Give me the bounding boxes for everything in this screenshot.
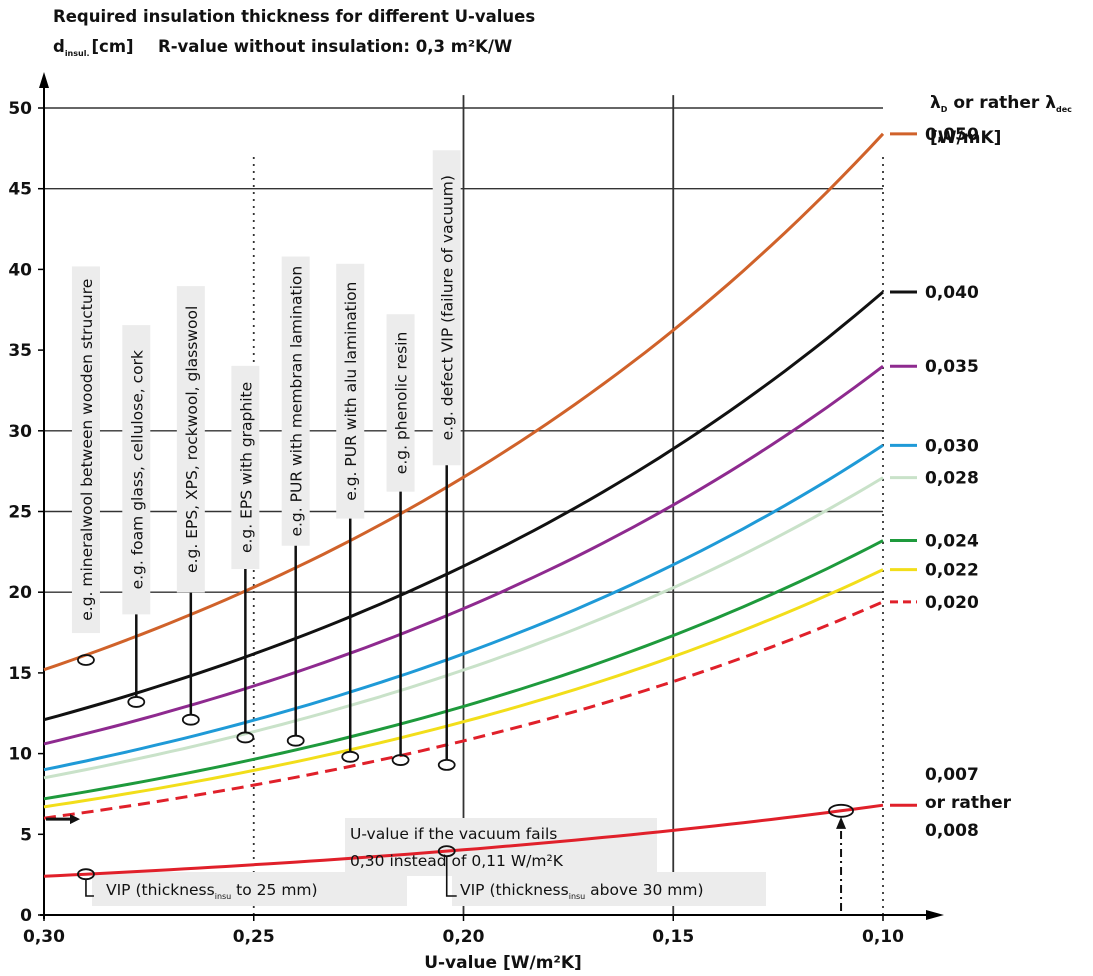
material-box: [231, 365, 260, 570]
vip2-box: [452, 872, 766, 906]
series-line: [43, 444, 884, 772]
material-marker: [127, 696, 146, 708]
legend-unit: [W/mK]: [930, 128, 1001, 148]
vacuum-fail-line2: 0,30 instead of 0,11 W/m²K: [350, 852, 564, 870]
legend-label: 0,030: [925, 436, 979, 456]
legend-label: 0,050: [925, 125, 979, 145]
y-tick-label: 25: [8, 503, 32, 523]
legend-title: λD or rather λdec: [930, 93, 1072, 114]
material-label: e.g. phenolic resin: [393, 332, 411, 475]
y-tick-label: 40: [8, 260, 32, 280]
y-tick-label: 30: [8, 422, 32, 442]
legend-label: 0,040: [925, 283, 979, 303]
series-lines: [43, 132, 917, 878]
material-label-boxes: [71, 150, 766, 906]
material-marker: [341, 750, 360, 763]
y-tick-label: 50: [8, 99, 32, 119]
y-tick-label: 45: [8, 180, 32, 200]
y-tick-label: 5: [20, 825, 32, 845]
chart-title: Required insulation thickness for differ…: [53, 7, 535, 26]
left-arrow-head: [70, 814, 80, 825]
material-box: [432, 150, 461, 466]
vacuum-arrow-head: [836, 816, 847, 829]
axes: [38, 72, 944, 921]
material-label: e.g. EPS, XPS, rockwool, glasswool: [183, 306, 201, 573]
legend-label: 0,028: [925, 469, 979, 489]
material-label: e.g. PUR with membran lamination: [288, 266, 306, 537]
material-label: e.g. foam glass, cellulose, cork: [128, 350, 146, 589]
series-line: [43, 539, 884, 801]
x-tick-label: 0,10: [862, 927, 904, 947]
y-axis-label: dinsul. [cm]: [53, 37, 134, 58]
x-axis-arrow: [926, 910, 944, 920]
material-marker: [437, 758, 456, 771]
x-axis-label: U-value [W/m²K]: [424, 953, 582, 973]
material-box: [281, 256, 310, 546]
series-line: [43, 568, 884, 809]
legend-label: 0,007: [925, 765, 979, 785]
y-tick-label: 35: [8, 341, 32, 361]
legend-label: 0,008: [925, 821, 979, 841]
y-tick-label: 0: [20, 906, 32, 926]
material-label: e.g. mineralwool between wooden structur…: [78, 279, 96, 621]
y-tick-label: 15: [8, 664, 32, 684]
legend-label: 0,022: [925, 561, 979, 581]
series-line: [43, 476, 884, 780]
chart-text: 0 5 10 15 20 25 30 35 40 45 50 0,30 0,25 0,20 0,15 0,10…: [8, 7, 1072, 973]
x-tick-label: 0,25: [233, 927, 275, 947]
chart-subtitle: R-value without insulation: 0,3 m²K/W: [158, 37, 512, 56]
material-label: e.g. EPS with graphite: [237, 382, 255, 553]
legend-label: 0,024: [925, 532, 979, 552]
legend-label: 0,035: [925, 357, 979, 377]
material-marker: [286, 734, 305, 747]
material-label: e.g. defect VIP (failure of vacuum): [439, 175, 457, 440]
x-tick-label: 0,30: [23, 927, 65, 947]
x-tick-label: 0,20: [443, 927, 485, 947]
material-marker: [236, 731, 255, 744]
y-tick-label: 10: [8, 745, 32, 765]
material-box: [176, 286, 205, 593]
material-marker: [391, 754, 410, 766]
material-box: [122, 325, 151, 615]
vip1-leader: [85, 879, 94, 897]
y-axis-arrow: [39, 72, 49, 88]
material-box: [336, 263, 365, 519]
vip1-box: [92, 872, 407, 906]
series-line: [43, 365, 884, 746]
vip2-label: VIP (thicknessinsu above 30 mm): [460, 881, 704, 901]
material-markers: [46, 465, 854, 911]
material-box: [386, 314, 415, 492]
y-tick-label: 20: [8, 583, 32, 603]
vip2-leader: [445, 856, 457, 897]
vip1-label: VIP (thicknessinsu to 25 mm): [106, 881, 318, 901]
series-line: [43, 290, 884, 722]
legend-label: or rather: [925, 793, 1012, 813]
series-line: [43, 600, 884, 820]
material-marker: [77, 654, 95, 666]
grid: [44, 95, 884, 915]
material-marker: [181, 713, 200, 726]
legend-label: 0,020: [925, 593, 979, 613]
material-box: [71, 266, 100, 634]
vacuum-fail-line1: U-value if the vacuum fails: [350, 825, 557, 843]
material-label: e.g. PUR with alu lamination: [342, 282, 360, 501]
series-line: [43, 803, 884, 878]
x-tick-label: 0,15: [652, 927, 694, 947]
series-line: [43, 132, 885, 672]
